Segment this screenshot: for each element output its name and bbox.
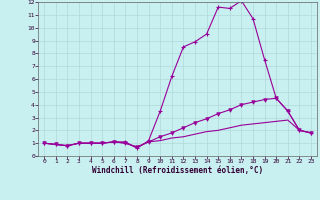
X-axis label: Windchill (Refroidissement éolien,°C): Windchill (Refroidissement éolien,°C) bbox=[92, 166, 263, 175]
